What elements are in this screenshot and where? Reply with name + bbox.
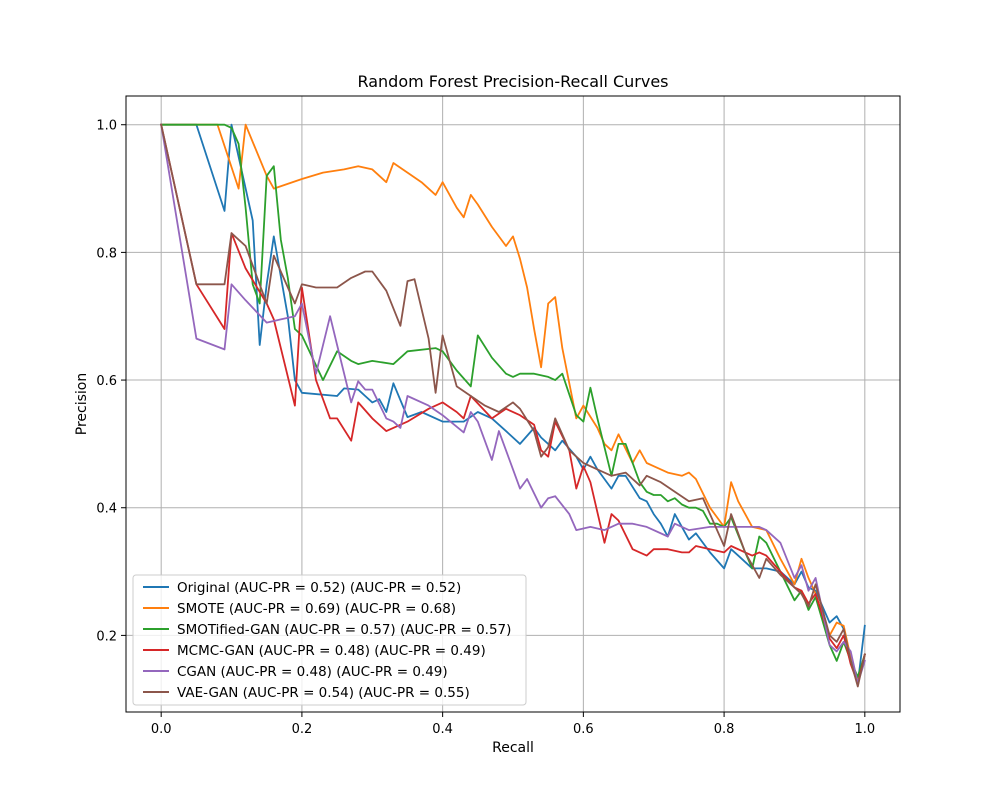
legend: Original (AUC-PR = 0.52) (AUC-PR = 0.52)… (132, 574, 527, 706)
y-axis-label: Precision (74, 373, 90, 435)
legend-entry-label: MCMC-GAN (AUC-PR = 0.48) (AUC-PR = 0.49) (177, 643, 486, 659)
y-tick-label: 0.6 (96, 374, 117, 389)
y-tick-label: 0.2 (96, 629, 117, 644)
x-tick-label: 0.6 (573, 722, 594, 737)
legend-entry-label: VAE-GAN (AUC-PR = 0.54) (AUC-PR = 0.55) (177, 685, 470, 701)
legend-entry-label: CGAN (AUC-PR = 0.48) (AUC-PR = 0.49) (177, 664, 448, 680)
x-tick-label: 0.4 (432, 722, 453, 737)
y-tick-label: 0.8 (96, 246, 117, 261)
legend-box (132, 574, 527, 706)
legend-entry-label: SMOTE (AUC-PR = 0.69) (AUC-PR = 0.68) (177, 601, 456, 617)
series-line-1 (160, 123, 866, 681)
series-lines (160, 123, 866, 688)
series-line-2 (160, 123, 866, 678)
axis-ticks: 0.0 0.2 0.4 0.6 0.8 1.0 0.2 0.4 0.6 0.8 1.0 (96, 119, 875, 737)
x-tick-label: 0.8 (714, 722, 735, 737)
x-tick-label: 1.0 (854, 722, 875, 737)
x-tick-label: 0.0 (151, 722, 172, 737)
chart-title: Random Forest Precision-Recall Curves (357, 72, 668, 91)
legend-entry-label: SMOTified-GAN (AUC-PR = 0.57) (AUC-PR = … (177, 622, 511, 638)
x-axis-label: Recall (492, 740, 534, 756)
series-line-4 (160, 123, 866, 685)
legend-entry-label: Original (AUC-PR = 0.52) (AUC-PR = 0.52) (177, 580, 461, 596)
plot-area-frame (125, 95, 901, 713)
y-tick-label: 0.4 (96, 502, 117, 517)
series-line-5 (160, 123, 866, 688)
y-tick-label: 1.0 (96, 119, 117, 134)
series-line-3 (160, 123, 866, 685)
x-tick-label: 0.2 (292, 722, 313, 737)
